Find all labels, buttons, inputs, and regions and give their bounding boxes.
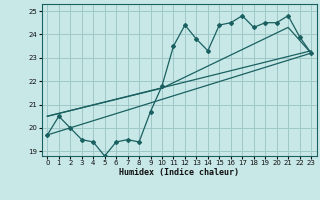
X-axis label: Humidex (Indice chaleur): Humidex (Indice chaleur): [119, 168, 239, 177]
